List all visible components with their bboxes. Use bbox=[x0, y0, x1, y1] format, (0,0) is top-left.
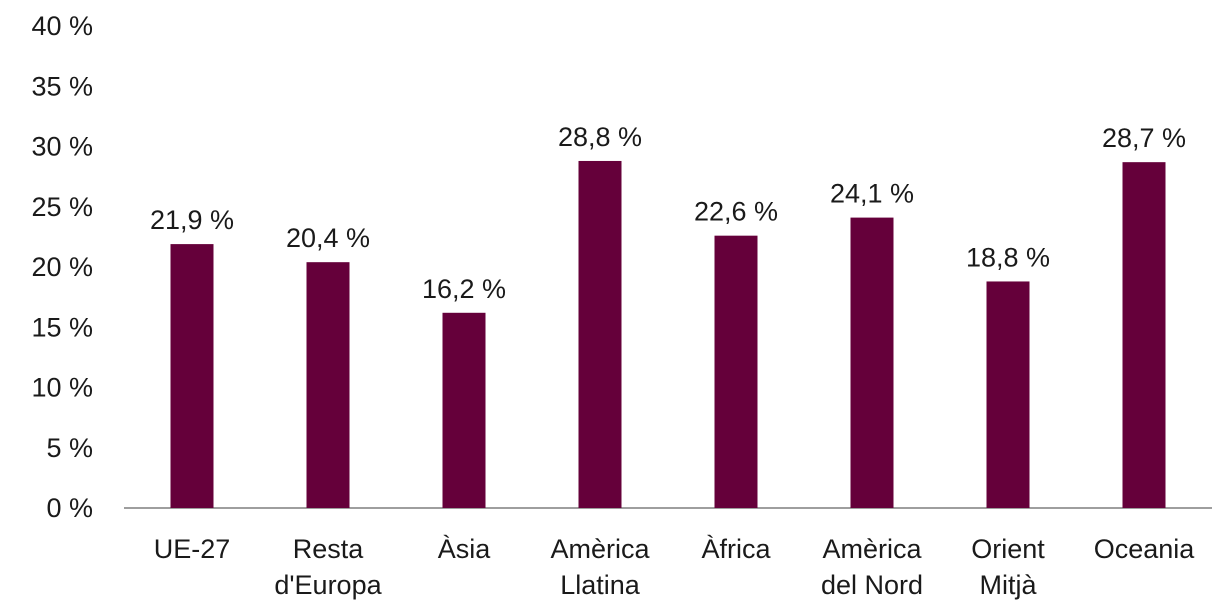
x-tick-label: d'Europa bbox=[274, 570, 382, 600]
x-tick-label: UE-27 bbox=[154, 534, 231, 564]
bar bbox=[714, 235, 758, 509]
y-tick-label: 20 % bbox=[31, 252, 93, 282]
y-tick-label: 10 % bbox=[31, 373, 93, 403]
bar bbox=[850, 217, 894, 508]
x-tick-label: Amèrica bbox=[822, 534, 922, 564]
y-tick-label: 15 % bbox=[31, 312, 93, 342]
x-tick-label: Resta bbox=[293, 534, 365, 564]
bar bbox=[1122, 162, 1166, 509]
y-tick-label: 40 % bbox=[31, 11, 93, 41]
y-tick-label: 25 % bbox=[31, 192, 93, 222]
data-label: 20,4 % bbox=[286, 223, 370, 253]
bar bbox=[306, 262, 350, 508]
bars-group bbox=[170, 160, 1166, 509]
x-tick-label: del Nord bbox=[821, 570, 923, 600]
data-label: 28,7 % bbox=[1102, 123, 1186, 153]
y-tick-label: 0 % bbox=[46, 493, 93, 523]
category-labels-group: UE-27 Resta d'Europa Àsia Amèrica Llatina Àfri… bbox=[154, 534, 1196, 600]
bar bbox=[442, 312, 486, 508]
data-label: 18,8 % bbox=[966, 242, 1050, 272]
y-tick-label: 5 % bbox=[46, 433, 93, 463]
bar bbox=[170, 244, 214, 509]
data-label: 22,6 % bbox=[694, 197, 778, 227]
x-tick-label: Mitjà bbox=[979, 570, 1037, 600]
data-label: 16,2 % bbox=[422, 274, 506, 304]
y-axis-ticks: 0 % 5 % 10 % 15 % 20 % 25 % 30 % 35 % 40 % bbox=[31, 11, 93, 523]
x-tick-label: Àsia bbox=[438, 534, 492, 564]
y-tick-label: 35 % bbox=[31, 71, 93, 101]
data-labels-group: 21,9 % 20,4 % 16,2 % 28,8 % 22,6 % 24,1 % 18,8… bbox=[150, 122, 1186, 304]
x-tick-label: Orient bbox=[971, 534, 1045, 564]
x-tick-label: Amèrica bbox=[550, 534, 650, 564]
data-label: 24,1 % bbox=[830, 179, 914, 209]
data-label: 28,8 % bbox=[558, 122, 642, 152]
data-label: 21,9 % bbox=[150, 205, 234, 235]
y-tick-label: 30 % bbox=[31, 132, 93, 162]
x-tick-label: Àfrica bbox=[701, 534, 771, 564]
bar bbox=[578, 160, 622, 508]
x-tick-label: Llatina bbox=[560, 570, 641, 600]
bar bbox=[986, 281, 1030, 508]
x-tick-label: Oceania bbox=[1094, 534, 1196, 564]
